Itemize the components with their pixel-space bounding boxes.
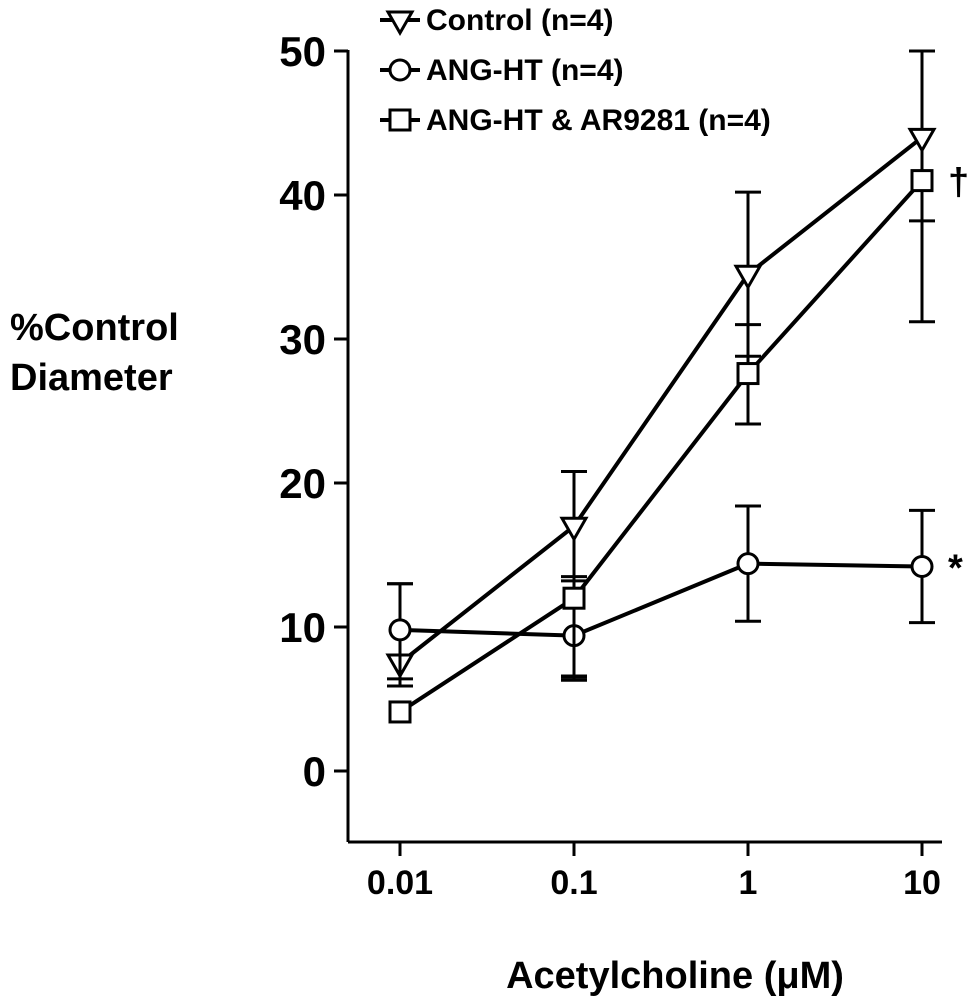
significance-annotation: † <box>948 162 969 204</box>
legend-marker <box>388 108 412 132</box>
x-tick-label: 1 <box>739 864 758 902</box>
legend-label: ANG-HT & AR9281 (n=4) <box>426 104 771 137</box>
legend-item: ANG-HT & AR9281 (n=4) <box>380 104 771 137</box>
series-1 <box>385 49 937 688</box>
y-ticks: 0 10 20 30 40 50 <box>279 28 348 795</box>
annotations: †* <box>948 162 969 590</box>
series-2 <box>387 504 935 681</box>
data-point-marker <box>388 618 412 642</box>
data-point-marker <box>907 127 937 154</box>
data-point-marker <box>562 586 586 610</box>
series-3 <box>388 169 935 724</box>
series <box>385 49 937 724</box>
y-tick-label: 20 <box>279 460 326 507</box>
x-tick-label: 0.01 <box>367 864 433 902</box>
series-line <box>398 179 924 714</box>
significance-annotation: * <box>948 548 963 590</box>
data-point-marker <box>910 169 934 193</box>
series-line <box>399 561 923 638</box>
legend-label: Control (n=4) <box>426 4 614 37</box>
y-axis-title-line-1: %Control <box>10 307 179 349</box>
y-tick-label: 30 <box>279 316 326 363</box>
series-line <box>398 135 924 665</box>
y-tick-label: 50 <box>279 28 326 75</box>
legend: Control (n=4) ANG-HT (n=4) ANG-HT & AR9281… <box>380 4 771 137</box>
legend-label: ANG-HT (n=4) <box>426 54 624 87</box>
y-tick-label: 10 <box>279 604 326 651</box>
data-point-marker <box>388 700 412 724</box>
legend-item: ANG-HT (n=4) <box>380 54 624 87</box>
legend-marker <box>385 10 415 37</box>
data-point-marker <box>736 362 760 386</box>
x-tick-label: 0.1 <box>550 864 597 902</box>
y-tick-label: 0 <box>303 748 326 795</box>
y-tick-label: 40 <box>279 172 326 219</box>
data-point-marker <box>910 555 934 579</box>
y-axis-title-line-2: Diameter <box>10 357 173 399</box>
data-point-marker <box>736 552 760 576</box>
axes <box>346 50 942 844</box>
x-ticks: 0.01 0.1 1 10 <box>367 842 941 902</box>
x-axis-title: Acetylcholine (μM) <box>506 955 844 997</box>
legend-item: Control (n=4) <box>380 4 614 37</box>
x-tick-label: 10 <box>903 864 941 902</box>
data-point-marker <box>733 264 763 291</box>
data-point-marker <box>559 516 589 543</box>
legend-marker <box>388 58 412 82</box>
